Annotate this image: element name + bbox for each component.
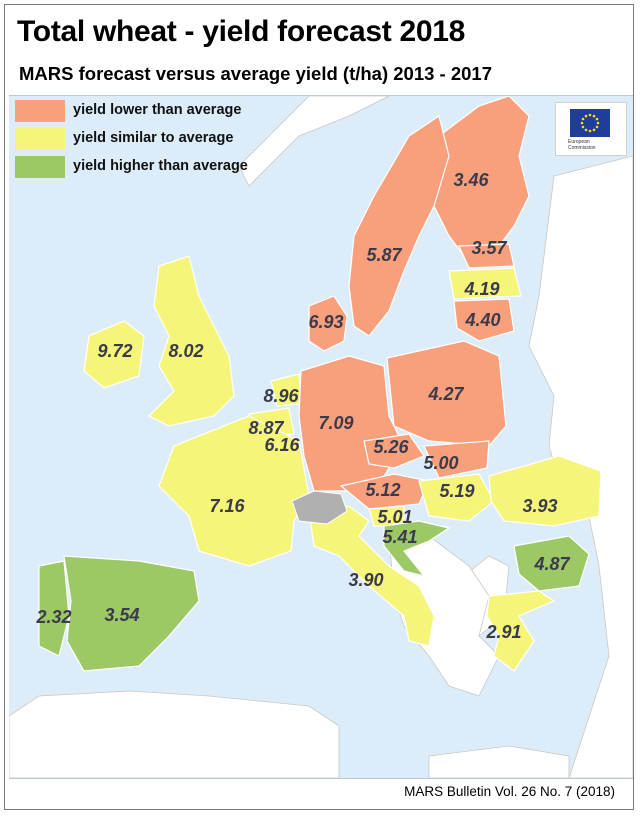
map-subtitle: MARS forecast versus average yield (t/ha… <box>19 63 493 84</box>
value-label-croatia: 5.41 <box>382 527 417 547</box>
legend-label-lower: yield lower than average <box>73 102 242 118</box>
map-area: 3.46 5.87 3.57 4.19 4.40 6.93 9.72 8.02 8.96 8.87… <box>9 95 633 779</box>
source-footer: MARS Bulletin Vol. 26 No. 7 (2018) <box>404 784 615 799</box>
country-bulgaria <box>513 535 590 592</box>
value-label-portugal: 2.32 <box>35 607 71 627</box>
value-labels: 3.46 5.87 3.57 4.19 4.40 6.93 9.72 8.02 8.96 8.87… <box>35 170 570 642</box>
legend-swatch-higher <box>15 156 65 178</box>
value-label-france: 7.16 <box>209 496 245 516</box>
country-greece <box>486 590 556 672</box>
eu-flag-icon <box>570 109 610 137</box>
value-label-luxembourg: 6.16 <box>264 435 300 455</box>
value-label-czechia: 5.26 <box>373 437 409 457</box>
value-label-netherlands: 8.96 <box>263 386 299 406</box>
legend-item-higher: yield higher than average <box>15 156 265 178</box>
value-label-romania: 3.93 <box>522 496 557 516</box>
country-spain <box>63 555 200 672</box>
value-label-poland: 4.27 <box>427 384 464 404</box>
value-label-germany: 7.09 <box>318 413 353 433</box>
legend-label-similar: yield similar to average <box>73 130 234 146</box>
value-label-denmark: 6.93 <box>308 312 343 332</box>
country-poland <box>386 340 507 447</box>
value-label-hungary: 5.19 <box>439 481 474 501</box>
legend-item-similar: yield similar to average <box>15 128 265 150</box>
value-label-ireland: 9.72 <box>97 341 132 361</box>
country-sweden <box>348 115 450 337</box>
map-figure: Total wheat - yield forecast 2018 MARS f… <box>4 4 634 810</box>
country-shapes <box>38 96 602 672</box>
legend-swatch-similar <box>15 128 65 150</box>
country-denmark <box>308 295 348 352</box>
value-label-greece: 2.91 <box>485 622 521 642</box>
country-hungary <box>418 473 495 522</box>
country-estonia <box>458 243 515 269</box>
country-united-kingdom <box>147 255 235 427</box>
legend-item-lower: yield lower than average <box>15 100 265 122</box>
value-label-belgium: 8.87 <box>248 418 284 438</box>
value-label-finland: 3.46 <box>453 170 489 190</box>
country-czechia <box>363 433 425 469</box>
europe-map: 3.46 5.87 3.57 4.19 4.40 6.93 9.72 8.02 8.96 8.87… <box>9 96 633 778</box>
country-portugal <box>38 560 70 657</box>
country-lithuania <box>453 298 515 342</box>
country-italy <box>308 505 435 647</box>
country-latvia <box>448 267 522 300</box>
value-label-united-kingdom: 8.02 <box>168 341 203 361</box>
eu-commission-logo: European Commission <box>555 102 627 156</box>
country-slovakia <box>423 440 490 479</box>
value-label-latvia: 4.19 <box>463 279 499 299</box>
country-romania <box>488 455 602 527</box>
legend-swatch-lower <box>15 100 65 122</box>
value-label-italy: 3.90 <box>348 570 383 590</box>
country-france <box>158 415 310 567</box>
value-label-estonia: 3.57 <box>471 238 507 258</box>
value-label-sweden: 5.87 <box>366 245 402 265</box>
value-label-lithuania: 4.40 <box>464 310 500 330</box>
value-label-spain: 3.54 <box>104 605 139 625</box>
switzerland-no-data <box>291 490 348 525</box>
value-label-slovakia: 5.00 <box>423 453 458 473</box>
value-label-austria: 5.12 <box>365 480 400 500</box>
eu-logo-text-line1: European <box>568 139 590 145</box>
value-label-slovenia: 5.01 <box>377 507 412 527</box>
value-label-bulgaria: 4.87 <box>533 554 570 574</box>
eu-logo-text-line2: Commission <box>568 145 596 151</box>
map-title: Total wheat - yield forecast 2018 <box>17 15 466 48</box>
country-ireland <box>83 320 145 389</box>
country-croatia <box>383 520 451 578</box>
eu-logo-text: European Commission <box>568 139 596 151</box>
eu-stars-icon <box>580 113 600 133</box>
legend-label-higher: yield higher than average <box>73 158 248 174</box>
